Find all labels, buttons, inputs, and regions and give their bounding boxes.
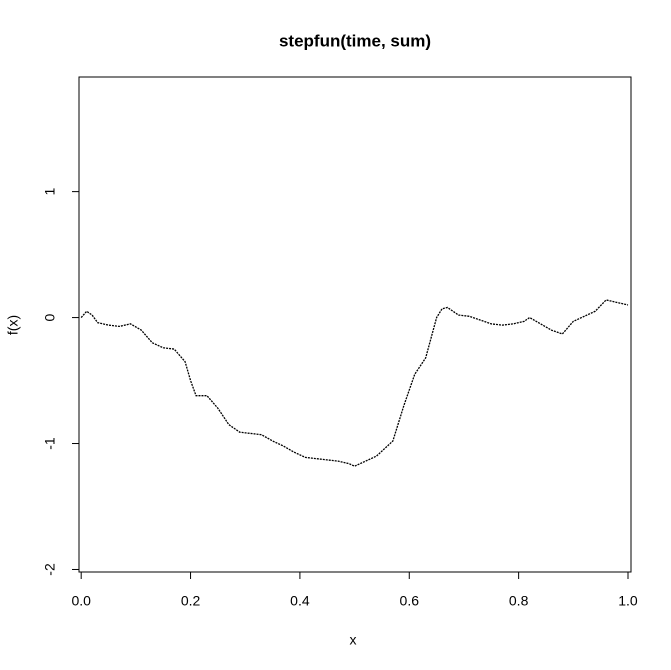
x-tick-label: 0.6 — [400, 593, 420, 609]
plot-frame — [78, 76, 632, 573]
y-tick-label: 0 — [42, 313, 58, 321]
y-tick-label: 1 — [42, 188, 58, 196]
chart-title: stepfun(time, sum) — [279, 31, 431, 50]
y-axis-label: f(x) — [5, 315, 21, 335]
x-tick-label: 0.4 — [290, 593, 310, 609]
x-tick-label: 0.2 — [181, 593, 201, 609]
data-line — [80, 299, 629, 467]
x-axis-label: x — [350, 632, 357, 648]
x-tick-label: 0.8 — [509, 593, 529, 609]
y-tick-label: -2 — [42, 563, 58, 576]
x-tick-label: 0.0 — [71, 593, 91, 609]
x-tick-label: 1.0 — [618, 593, 638, 609]
y-tick-label: -1 — [42, 437, 58, 450]
